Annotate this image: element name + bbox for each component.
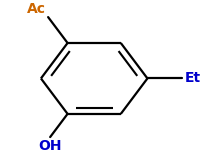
Text: Ac: Ac bbox=[27, 1, 46, 16]
Text: OH: OH bbox=[38, 139, 62, 153]
Text: Et: Et bbox=[183, 71, 200, 85]
